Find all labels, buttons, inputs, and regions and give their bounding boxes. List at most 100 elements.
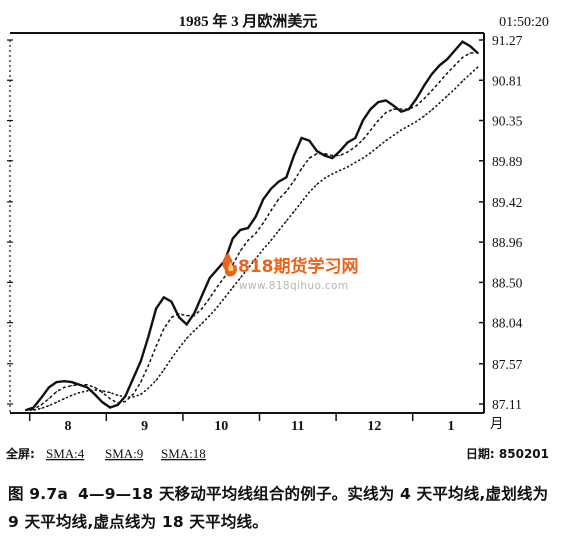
data-point bbox=[339, 154, 341, 157]
x-tick-label: 8 bbox=[65, 419, 72, 434]
data-point bbox=[86, 384, 88, 386]
data-point bbox=[415, 105, 418, 107]
chart-title: 1985 年 3 月欧洲美元 bbox=[179, 12, 318, 30]
data-point bbox=[262, 248, 264, 250]
data-point bbox=[316, 150, 318, 153]
data-point bbox=[431, 109, 433, 111]
data-point bbox=[124, 396, 126, 398]
data-point bbox=[262, 222, 264, 224]
data-point bbox=[232, 264, 234, 266]
data-point bbox=[40, 407, 42, 409]
data-point bbox=[423, 98, 425, 100]
data-point bbox=[278, 198, 280, 200]
data-point bbox=[270, 210, 272, 212]
data-point bbox=[101, 401, 104, 404]
data-point bbox=[109, 398, 111, 400]
data-point bbox=[239, 277, 241, 279]
data-point bbox=[362, 119, 364, 122]
data-point bbox=[163, 328, 165, 330]
data-point bbox=[94, 389, 96, 391]
data-point bbox=[170, 300, 173, 303]
data-point bbox=[301, 201, 303, 203]
figure-number: 图 9.7a bbox=[8, 485, 69, 503]
data-point bbox=[339, 169, 341, 171]
data-point bbox=[453, 49, 456, 52]
data-point bbox=[469, 52, 471, 54]
date-label: 日期: 850201 bbox=[466, 446, 549, 461]
data-point bbox=[392, 104, 395, 107]
data-point bbox=[477, 51, 479, 53]
y-tick-label: 87.57 bbox=[492, 357, 523, 372]
data-point bbox=[277, 180, 280, 183]
data-point bbox=[247, 227, 249, 230]
data-point bbox=[370, 129, 372, 131]
data-point bbox=[431, 90, 433, 92]
y-tick-label: 88.96 bbox=[492, 235, 523, 250]
data-point bbox=[132, 396, 134, 398]
data-point bbox=[454, 64, 456, 66]
data-point bbox=[308, 139, 311, 142]
data-point bbox=[454, 88, 456, 90]
data-point bbox=[32, 406, 35, 409]
data-point bbox=[147, 364, 149, 367]
data-point bbox=[155, 345, 157, 347]
data-point bbox=[362, 157, 364, 159]
data-point bbox=[285, 220, 287, 222]
data-point bbox=[377, 101, 380, 103]
data-point bbox=[140, 393, 142, 395]
caption-text: 4—9—18 天移动平均线组合的例子。实线为 4 天平均线,虚划线为 9 天平均… bbox=[8, 485, 549, 531]
data-point bbox=[347, 151, 349, 153]
data-point bbox=[178, 316, 181, 319]
data-point bbox=[216, 268, 219, 271]
y-tick-label: 89.42 bbox=[492, 195, 522, 210]
data-point bbox=[32, 409, 35, 411]
data-point bbox=[255, 232, 257, 234]
watermark-brand: 818期货学习网 bbox=[238, 256, 359, 277]
figure-caption: 图 9.7a 4—9—18 天移动平均线组合的例子。实线为 4 天平均线,虚划线为… bbox=[8, 480, 556, 536]
legend-sma9: SMA:9 bbox=[105, 446, 143, 461]
data-point bbox=[163, 369, 165, 371]
series-line-sma9 bbox=[25, 51, 478, 411]
data-point bbox=[231, 237, 234, 240]
x-axis-ticks: 8 9 10 11 12 1 月 bbox=[28, 413, 504, 434]
data-point bbox=[117, 394, 119, 396]
data-point bbox=[40, 397, 43, 399]
series-line-sma4 bbox=[25, 40, 479, 412]
data-point bbox=[63, 380, 66, 383]
data-point bbox=[71, 394, 73, 396]
data-point bbox=[346, 141, 349, 144]
data-point bbox=[55, 401, 58, 403]
watermark: 818期货学习网 www.818qihuo.com bbox=[222, 252, 359, 292]
data-point bbox=[270, 239, 272, 241]
data-point bbox=[385, 112, 387, 114]
data-point bbox=[477, 66, 479, 68]
y-tick-label: 89.89 bbox=[492, 154, 523, 169]
data-point bbox=[438, 102, 441, 104]
data-point bbox=[408, 125, 410, 127]
data-point bbox=[232, 287, 234, 289]
x-tick-label: 1 bbox=[448, 419, 455, 434]
data-point bbox=[224, 275, 226, 277]
y-axis-ticks: 91.27 90.81 90.35 89.89 89.42 88.96 88.50 88.04… bbox=[7, 33, 523, 412]
data-point bbox=[186, 315, 188, 317]
data-point bbox=[278, 230, 280, 232]
data-point bbox=[178, 347, 180, 349]
y-tick-label: 88.04 bbox=[492, 316, 523, 331]
data-point bbox=[423, 115, 425, 117]
x-tick-label: 12 bbox=[367, 419, 381, 434]
data-point bbox=[239, 250, 241, 252]
data-point bbox=[71, 385, 73, 387]
data-point bbox=[331, 173, 333, 175]
data-point bbox=[147, 387, 149, 389]
series-line-sma18 bbox=[25, 66, 479, 411]
data-point bbox=[25, 409, 27, 411]
legend-sma4: SMA:4 bbox=[46, 446, 85, 461]
data-point bbox=[385, 140, 387, 142]
data-point bbox=[193, 329, 195, 332]
data-point bbox=[324, 177, 326, 179]
data-point bbox=[117, 402, 119, 404]
data-point bbox=[140, 381, 142, 383]
data-point bbox=[308, 157, 310, 159]
data-point bbox=[461, 80, 464, 82]
